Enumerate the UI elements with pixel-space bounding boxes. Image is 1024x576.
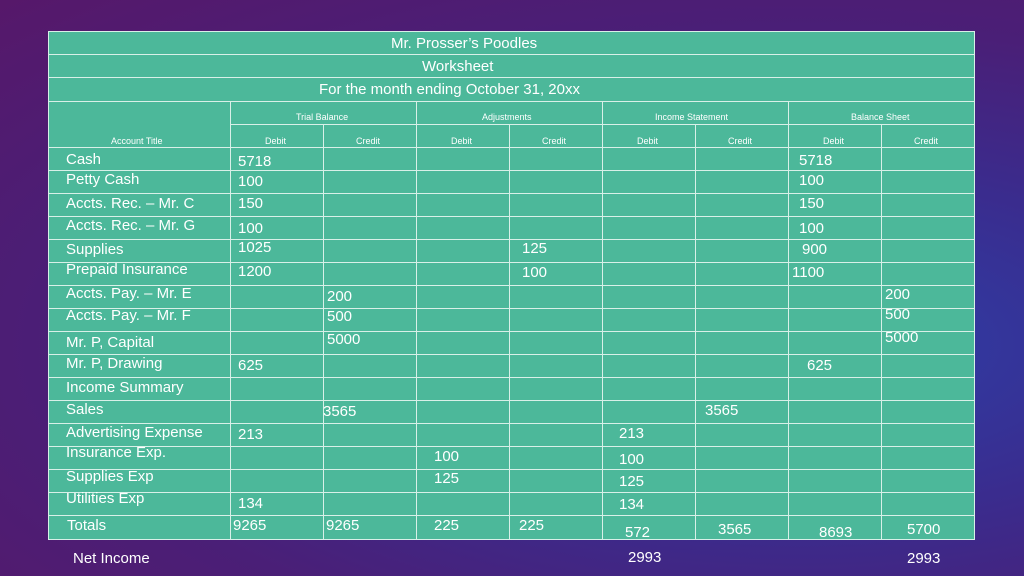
tb-debit-cell: 150 bbox=[238, 195, 264, 212]
tb-debit-cell: 213 bbox=[238, 426, 264, 443]
net-income-label: Net Income bbox=[73, 550, 150, 567]
adj-credit-total: 225 bbox=[519, 517, 545, 534]
tb-debit-header: Debit bbox=[265, 136, 287, 146]
tb-credit-cell: 5000 bbox=[327, 331, 361, 348]
tb-debit-cell: 1200 bbox=[238, 263, 272, 280]
tb-credit-cell: 3565 bbox=[323, 403, 357, 420]
is-debit-header: Debit bbox=[637, 136, 659, 146]
account-title-cell: Petty Cash bbox=[66, 171, 140, 188]
trial-balance-header: Trial Balance bbox=[296, 112, 349, 122]
document-title: Worksheet bbox=[422, 58, 494, 75]
is-debit-cell: 213 bbox=[619, 425, 645, 442]
account-title-cell: Cash bbox=[66, 151, 102, 168]
adj-debit-total: 225 bbox=[434, 517, 460, 534]
bs-debit-header: Debit bbox=[823, 136, 845, 146]
tb-debit-cell: 5718 bbox=[238, 153, 272, 170]
tb-debit-cell: 625 bbox=[238, 357, 264, 374]
balance-sheet-header: Balance Sheet bbox=[851, 112, 910, 122]
tb-debit-total: 9265 bbox=[233, 517, 267, 534]
bs-debit-cell: 5718 bbox=[799, 152, 833, 169]
worksheet-table: Mr. Prosser’s Poodles Worksheet For the … bbox=[48, 31, 975, 540]
tb-credit-header: Credit bbox=[356, 136, 381, 146]
tb-credit-cell: 200 bbox=[327, 288, 353, 305]
account-title-cell: Insurance Exp. bbox=[66, 444, 167, 461]
bs-credit-total: 5700 bbox=[907, 521, 941, 538]
bs-debit-total: 8693 bbox=[819, 524, 853, 541]
account-title-cell: Supplies bbox=[66, 241, 124, 258]
account-title-cell: Mr. P, Capital bbox=[66, 334, 155, 351]
period-title: For the month ending October 31, 20xx bbox=[319, 81, 580, 98]
tb-debit-cell: 1025 bbox=[238, 239, 272, 256]
account-title-cell: Accts. Pay. – Mr. E bbox=[66, 285, 192, 302]
adjustments-header: Adjustments bbox=[482, 112, 532, 122]
bs-credit-header: Credit bbox=[914, 136, 939, 146]
bs-debit-cell: 625 bbox=[807, 357, 833, 374]
account-title-cell: Prepaid Insurance bbox=[66, 261, 188, 278]
totals-label: Totals bbox=[67, 517, 107, 534]
bs-debit-cell: 900 bbox=[802, 241, 828, 258]
is-credit-header: Credit bbox=[728, 136, 753, 146]
is-debit-cell: 125 bbox=[619, 473, 645, 490]
account-title-cell: Accts. Rec. – Mr. G bbox=[66, 217, 196, 234]
tb-debit-cell: 100 bbox=[238, 220, 264, 237]
account-title-cell: Advertising Expense bbox=[66, 424, 203, 441]
account-title-cell: Accts. Rec. – Mr. C bbox=[66, 195, 195, 212]
tb-credit-cell: 500 bbox=[327, 308, 353, 325]
bs-debit-cell: 150 bbox=[799, 195, 825, 212]
adj-credit-cell: 100 bbox=[522, 264, 548, 281]
account-title-cell: Sales bbox=[66, 401, 104, 418]
tb-debit-cell: 134 bbox=[238, 495, 264, 512]
account-title-cell: Supplies Exp bbox=[66, 468, 154, 485]
adj-debit-cell: 125 bbox=[434, 470, 460, 487]
bs-credit-cell: 200 bbox=[885, 286, 911, 303]
account-title-cell: Utilities Exp bbox=[66, 490, 145, 507]
bs-credit-cell: 5000 bbox=[885, 329, 919, 346]
account-title-cell: Accts. Pay. – Mr. F bbox=[66, 307, 191, 324]
account-title-header: Account Title bbox=[111, 136, 163, 146]
net-income-is-debit: 2993 bbox=[628, 549, 662, 566]
is-credit-total: 3565 bbox=[718, 521, 752, 538]
bs-debit-cell: 1100 bbox=[792, 264, 825, 281]
income-statement-header: Income Statement bbox=[655, 112, 729, 122]
bs-debit-cell: 100 bbox=[799, 220, 825, 237]
is-debit-cell: 100 bbox=[619, 451, 645, 468]
is-debit-cell: 134 bbox=[619, 496, 645, 513]
account-title-cell: Income Summary bbox=[66, 379, 184, 396]
company-title: Mr. Prosser’s Poodles bbox=[391, 35, 538, 52]
account-title-cell: Mr. P, Drawing bbox=[66, 355, 163, 372]
adj-credit-cell: 125 bbox=[522, 240, 548, 257]
adj-debit-cell: 100 bbox=[434, 448, 460, 465]
is-credit-cell: 3565 bbox=[705, 402, 739, 419]
tb-credit-total: 9265 bbox=[326, 517, 360, 534]
is-debit-total: 572 bbox=[625, 524, 651, 541]
adj-credit-header: Credit bbox=[542, 136, 567, 146]
net-income-bs-credit: 2993 bbox=[907, 550, 941, 567]
adj-debit-header: Debit bbox=[451, 136, 473, 146]
tb-debit-cell: 100 bbox=[238, 173, 264, 190]
bs-credit-cell: 500 bbox=[885, 306, 911, 323]
bs-debit-cell: 100 bbox=[799, 172, 825, 189]
